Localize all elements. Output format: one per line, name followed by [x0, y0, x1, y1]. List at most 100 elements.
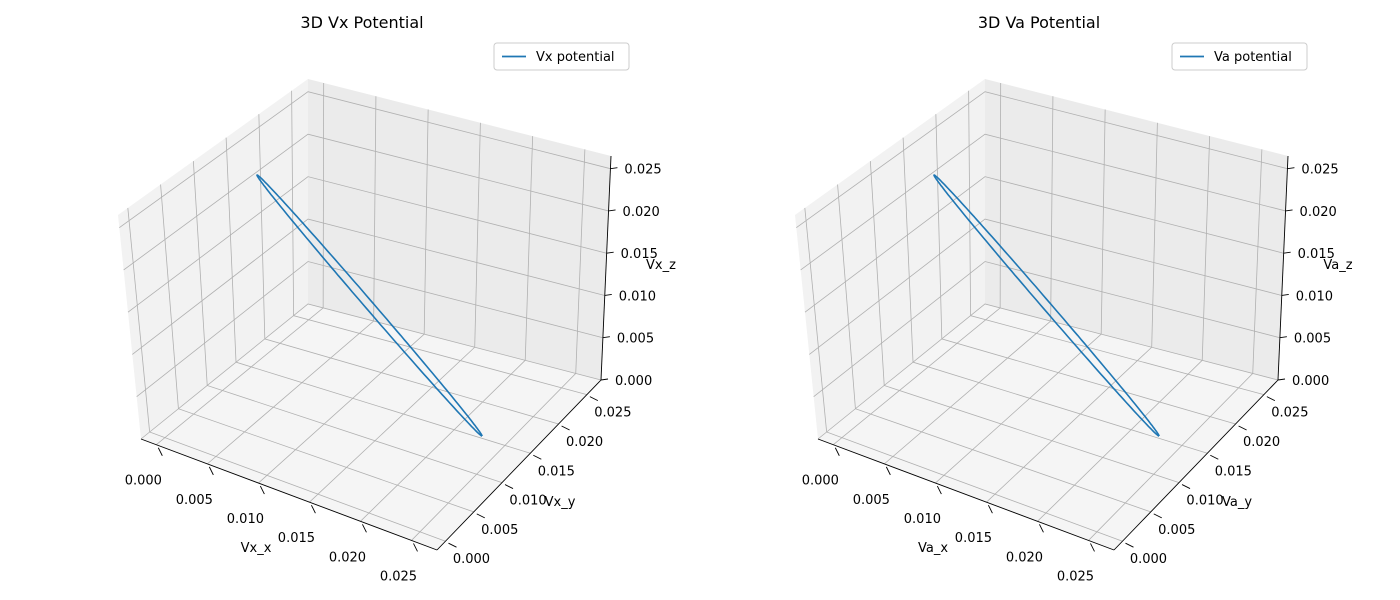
x-tick-label-1: 0.005 — [176, 493, 213, 508]
x-tick-mark-2 — [259, 485, 265, 495]
z-tick-mark-2 — [1281, 294, 1289, 296]
y-axis-label: Vx_y — [545, 495, 576, 510]
x-tick-label-2: 0.010 — [904, 512, 941, 527]
y-tick-label-5: 0.025 — [594, 406, 631, 421]
z-tick-label-1: 0.005 — [617, 332, 654, 347]
z-tick-mark-3 — [606, 251, 614, 254]
y-tick-label-1: 0.005 — [481, 523, 518, 538]
y-tick-mark-5 — [589, 396, 599, 402]
legend-label: Vx potential — [536, 50, 615, 65]
z-tick-mark-2 — [604, 294, 612, 296]
z-tick-mark-0 — [600, 378, 609, 381]
z-tick-mark-1 — [1279, 336, 1287, 339]
chart-panel-2: 0.000 0.005 0.010 0.015 0.020 0.025 0.000 0.005… — [795, 13, 1353, 584]
grid-z-3 — [804, 176, 1284, 313]
y-tick-label-4: 0.020 — [1243, 435, 1280, 450]
chart-panel-1: 0.000 0.005 0.010 0.015 0.020 0.025 0.000 0.005… — [118, 13, 676, 584]
x-tick-mark-3 — [311, 504, 316, 514]
legend: Va potential — [1171, 42, 1308, 71]
legend-box — [493, 42, 630, 71]
y-tick-mark-4 — [561, 425, 570, 431]
back-right-pane — [985, 79, 1288, 380]
z-tick-label-5: 0.025 — [1301, 163, 1338, 178]
z-tick-label-3: 0.015 — [1298, 247, 1335, 262]
z-tick-label-4: 0.020 — [1300, 205, 1337, 220]
x-axis-label: Vx_x — [241, 541, 272, 556]
z-tick-mark-0 — [1277, 378, 1286, 381]
series-line — [256, 174, 483, 437]
y-tick-label-3: 0.015 — [1215, 464, 1252, 479]
y-tick-label-1: 0.005 — [1158, 523, 1195, 538]
z-axis-label: Vx_z — [646, 258, 676, 273]
z-axis-label: Va_z — [1323, 258, 1352, 273]
legend-label: Va potential — [1214, 50, 1292, 65]
y-tick-mark-2 — [1181, 484, 1191, 489]
z-tick-mark-4 — [1285, 209, 1293, 212]
z-tick-label-2: 0.010 — [619, 289, 656, 304]
y-tick-mark-5 — [1266, 396, 1276, 402]
x-tick-label-5: 0.025 — [1057, 569, 1094, 584]
y-tick-mark-3 — [1210, 454, 1219, 460]
grid-y-1 — [160, 184, 474, 513]
grid-z-4 — [800, 133, 1286, 271]
x-tick-mark-0 — [157, 447, 163, 456]
grid-y-4 — [258, 114, 559, 425]
chart-title: 3D Va Potential — [978, 13, 1100, 32]
y-tick-mark-4 — [1238, 425, 1247, 431]
back-right-pane — [308, 79, 611, 380]
chart-title: 3D Vx Potential — [300, 13, 423, 32]
grid-z-5 — [119, 91, 611, 229]
y-axis-label: Va_y — [1222, 495, 1252, 510]
z-tick-label-0: 0.000 — [615, 374, 652, 389]
y-tick-label-5: 0.025 — [1271, 406, 1308, 421]
x-tick-mark-0 — [834, 447, 840, 456]
grid-x-5 — [411, 149, 586, 541]
y-tick-mark-3 — [533, 454, 542, 460]
grid-z-5 — [796, 91, 1288, 229]
y-axis-line — [436, 379, 602, 551]
z-tick-label-2: 0.010 — [1296, 289, 1333, 304]
grid-x-1 — [207, 96, 377, 465]
z-axis-line — [1277, 155, 1289, 381]
y-tick-mark-2 — [504, 484, 514, 489]
x-tick-mark-5 — [413, 543, 418, 552]
y-tick-label-3: 0.015 — [538, 464, 575, 479]
z-axis-line — [600, 155, 612, 381]
grid-y-5 — [291, 90, 587, 396]
x-tick-label-0: 0.000 — [125, 474, 162, 489]
x-tick-label-2: 0.010 — [227, 512, 264, 527]
grid-x-4 — [360, 136, 534, 522]
x-tick-label-5: 0.025 — [380, 569, 417, 584]
grid-x-4 — [1037, 136, 1211, 522]
x-tick-mark-1 — [885, 466, 891, 476]
z-tick-label-5: 0.025 — [624, 163, 661, 178]
x-tick-mark-1 — [208, 466, 214, 476]
y-tick-mark-1 — [1153, 513, 1162, 519]
x-tick-mark-3 — [988, 504, 993, 514]
y-tick-label-0: 0.000 — [1130, 552, 1167, 567]
x-axis-line — [140, 438, 438, 551]
z-tick-mark-5 — [1287, 167, 1295, 170]
y-tick-label-0: 0.000 — [453, 552, 490, 567]
grid-z-4 — [123, 133, 609, 271]
grid-z-0 — [817, 303, 1279, 440]
grid-y-2 — [192, 161, 503, 483]
grid-z-1 — [136, 261, 603, 398]
y-tick-mark-0 — [448, 542, 457, 548]
grid-y-3 — [225, 137, 531, 454]
x-tick-label-4: 0.020 — [1006, 550, 1043, 565]
grid-z-2 — [809, 218, 1282, 355]
y-tick-label-2: 0.010 — [1186, 494, 1223, 509]
floor-pane — [818, 304, 1278, 550]
y-axis-line — [1113, 379, 1279, 551]
x-axis-label: Va_x — [918, 541, 948, 556]
z-tick-label-4: 0.020 — [623, 205, 660, 220]
y-tick-mark-0 — [1125, 542, 1134, 548]
z-tick-label-1: 0.005 — [1294, 332, 1331, 347]
x-tick-label-3: 0.015 — [955, 531, 992, 546]
grid-x-2 — [258, 109, 429, 484]
z-tick-mark-5 — [610, 167, 618, 170]
z-tick-mark-1 — [602, 336, 610, 339]
z-tick-label-0: 0.000 — [1292, 374, 1329, 389]
